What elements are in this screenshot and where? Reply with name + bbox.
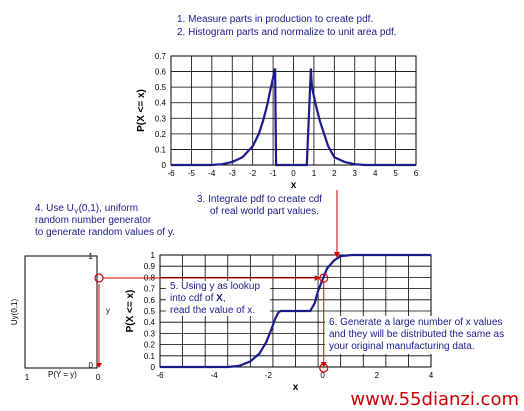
cdf-x-tick-label: 4: [429, 371, 434, 380]
cdf-x-tick-label: -6: [156, 371, 164, 380]
pdf-y-axis-title: P(X <= x): [136, 89, 147, 132]
pdf-x-tick-label: 1: [312, 169, 317, 178]
lookup-overlay: [103, 190, 340, 373]
cdf-y-axis-title: P(X <= x): [125, 290, 136, 333]
step-6-note-line3: your original manufacturing data.: [329, 341, 475, 352]
cdf-y-tick-label: 0.5: [144, 307, 156, 316]
pdf-series-line: [171, 68, 416, 167]
integrate-arrowhead: [334, 252, 340, 258]
cdf-plot-frame: [159, 254, 432, 368]
uniform-box-frame: [24, 255, 98, 369]
cdf-y-tick-label: 0.7: [144, 285, 156, 294]
cdf-x-tick-label: -4: [211, 371, 219, 380]
uniform-distribution-box: 1 0 1 0 P(Y = y) Uy(0,1) y: [10, 252, 110, 382]
lookup-horizontal-arrowhead: [314, 275, 320, 281]
uniform-y-tick-bottom: 0: [89, 361, 94, 370]
pdf-x-tick-label: 3: [353, 169, 358, 178]
cdf-y-tick-label: 0.2: [144, 341, 156, 350]
cdf-x-axis-title: x: [293, 382, 299, 393]
step-5-note-line3: read the value of x.: [170, 305, 255, 316]
pdf-y-tick-label: 0.5: [155, 83, 167, 92]
cdf-x-tick-label: -2: [265, 371, 273, 380]
pdf-x-tick-label: 4: [373, 169, 378, 178]
uniform-x-tick-left: 1: [25, 373, 30, 382]
cdf-x-tick-label: 0: [320, 371, 325, 380]
cdf-y-tick-label: 0.4: [144, 318, 156, 327]
pdf-y-tick-label: 0.2: [155, 130, 167, 139]
pdf-y-tick-label: 0.4: [155, 99, 167, 108]
uniform-x-axis-label: P(Y = y): [48, 370, 77, 379]
uniform-x-tick-right: 0: [96, 373, 101, 382]
pdf-x-tick-label: -6: [167, 169, 175, 178]
uniform-y-tick-top: 1: [89, 252, 94, 261]
pdf-x-axis-title: x: [291, 180, 297, 191]
pdf-x-tick-label: 6: [414, 169, 419, 178]
cdf-y-tick-label: 0: [151, 363, 156, 372]
uniform-arrow-down: [96, 363, 102, 368]
cdf-y-tick-label: 0.6: [144, 296, 156, 305]
step-6-note-line1: 6. Generate a large number of x values: [329, 317, 502, 328]
uniform-y-marker: [94, 273, 104, 283]
step-2-note: 2. Histogram parts and normalize to unit…: [177, 27, 397, 38]
step-6-note-bg: [325, 316, 455, 354]
step-6-note-line2: and they will be distributed the same as: [329, 329, 504, 340]
cdf-y-tick-label: 0.1: [144, 352, 156, 361]
pdf-x-tick-label: -3: [229, 169, 237, 178]
pdf-x-tick-label: -4: [208, 169, 216, 178]
pdf-y-tick-label: 0.7: [155, 52, 167, 61]
cdf-y-tick-label: 0.3: [144, 329, 156, 338]
cdf-y-tick-label: 0.9: [144, 262, 156, 271]
cdf-x-tick-label: 2: [375, 371, 380, 380]
pdf-y-tick-label: 0.1: [155, 145, 167, 154]
pdf-x-tick-label: 2: [332, 169, 337, 178]
pdf-x-tick-label: 0: [291, 169, 296, 178]
cdf-series-line: [160, 253, 431, 369]
step-4-note-line1: 4. Use UY(0,1), uniform: [35, 203, 138, 216]
pdf-x-tick-label: -5: [188, 169, 196, 178]
pdf-y-tick-label: 0: [162, 161, 167, 170]
pdf-chart: -6 -5 -4 -3 -2 -1 0 1 2 3 4 5 6 0 0.1 0.2 0.3 0.4 0.5 0.6 0.…: [136, 52, 419, 191]
step-3-note-line2: of real world part values.: [210, 206, 319, 217]
pdf-y-tick-label: 0.3: [155, 114, 167, 123]
pdf-y-tick-label: 0.6: [155, 68, 167, 77]
step-1-note: 1. Measure parts in production to create…: [177, 14, 373, 25]
step-3-note-line1: 3. Integrate pdf to create cdf: [197, 194, 322, 205]
pdf-x-tick-label: -2: [249, 169, 257, 178]
uniform-y-marker-label: y: [106, 306, 110, 315]
step-5-note-line2: into cdf of X,: [170, 293, 226, 304]
step-5-note-bg: [166, 281, 270, 316]
step-5-note-line1: 5. Using y as lookup: [170, 281, 260, 292]
uniform-y-axis-label: Uy(0,1): [10, 299, 19, 326]
watermark-text: www.55dianzi.com: [350, 389, 519, 410]
pdf-x-tick-label: -1: [270, 169, 278, 178]
x-result-marker: [319, 363, 329, 373]
step-4-note-line3: to generate random values of y.: [35, 227, 175, 238]
pdf-x-tick-label: 5: [393, 169, 398, 178]
step-4-note-line2: random number generator: [35, 215, 152, 226]
cdf-y-tick-label: 1: [151, 251, 156, 260]
